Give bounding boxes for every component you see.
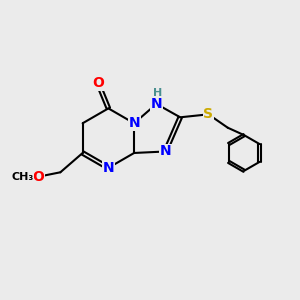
Text: N: N [128,116,140,130]
Text: N: N [160,145,171,158]
Text: O: O [32,170,44,184]
Text: CH₃: CH₃ [11,172,34,182]
Text: N: N [151,97,162,111]
Text: O: O [92,76,104,90]
Text: H: H [153,88,163,98]
Text: N: N [103,161,114,175]
Text: S: S [203,107,213,121]
